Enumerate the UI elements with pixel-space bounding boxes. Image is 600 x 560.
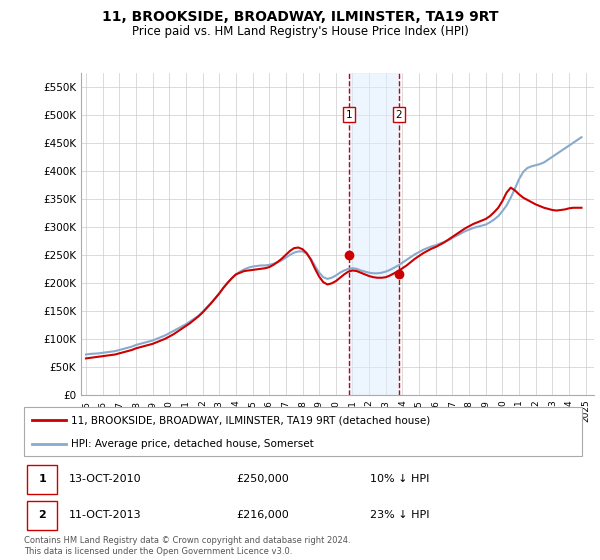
Text: 13-OCT-2010: 13-OCT-2010 xyxy=(68,474,141,484)
Text: 11-OCT-2013: 11-OCT-2013 xyxy=(68,510,141,520)
Bar xyxy=(27,501,58,530)
Text: 10% ↓ HPI: 10% ↓ HPI xyxy=(370,474,430,484)
Text: Price paid vs. HM Land Registry's House Price Index (HPI): Price paid vs. HM Land Registry's House … xyxy=(131,25,469,38)
Text: 2: 2 xyxy=(38,510,46,520)
Text: £216,000: £216,000 xyxy=(236,510,289,520)
Text: Contains HM Land Registry data © Crown copyright and database right 2024.
This d: Contains HM Land Registry data © Crown c… xyxy=(24,536,350,556)
Text: 2: 2 xyxy=(395,110,402,120)
Text: 23% ↓ HPI: 23% ↓ HPI xyxy=(370,510,430,520)
Text: 1: 1 xyxy=(346,110,352,120)
Bar xyxy=(349,73,399,395)
Text: HPI: Average price, detached house, Somerset: HPI: Average price, detached house, Some… xyxy=(71,439,314,449)
Text: £250,000: £250,000 xyxy=(236,474,289,484)
Text: 11, BROOKSIDE, BROADWAY, ILMINSTER, TA19 9RT (detached house): 11, BROOKSIDE, BROADWAY, ILMINSTER, TA19… xyxy=(71,416,431,426)
Text: 1: 1 xyxy=(38,474,46,484)
Bar xyxy=(27,465,58,494)
Text: 11, BROOKSIDE, BROADWAY, ILMINSTER, TA19 9RT: 11, BROOKSIDE, BROADWAY, ILMINSTER, TA19… xyxy=(102,10,498,24)
